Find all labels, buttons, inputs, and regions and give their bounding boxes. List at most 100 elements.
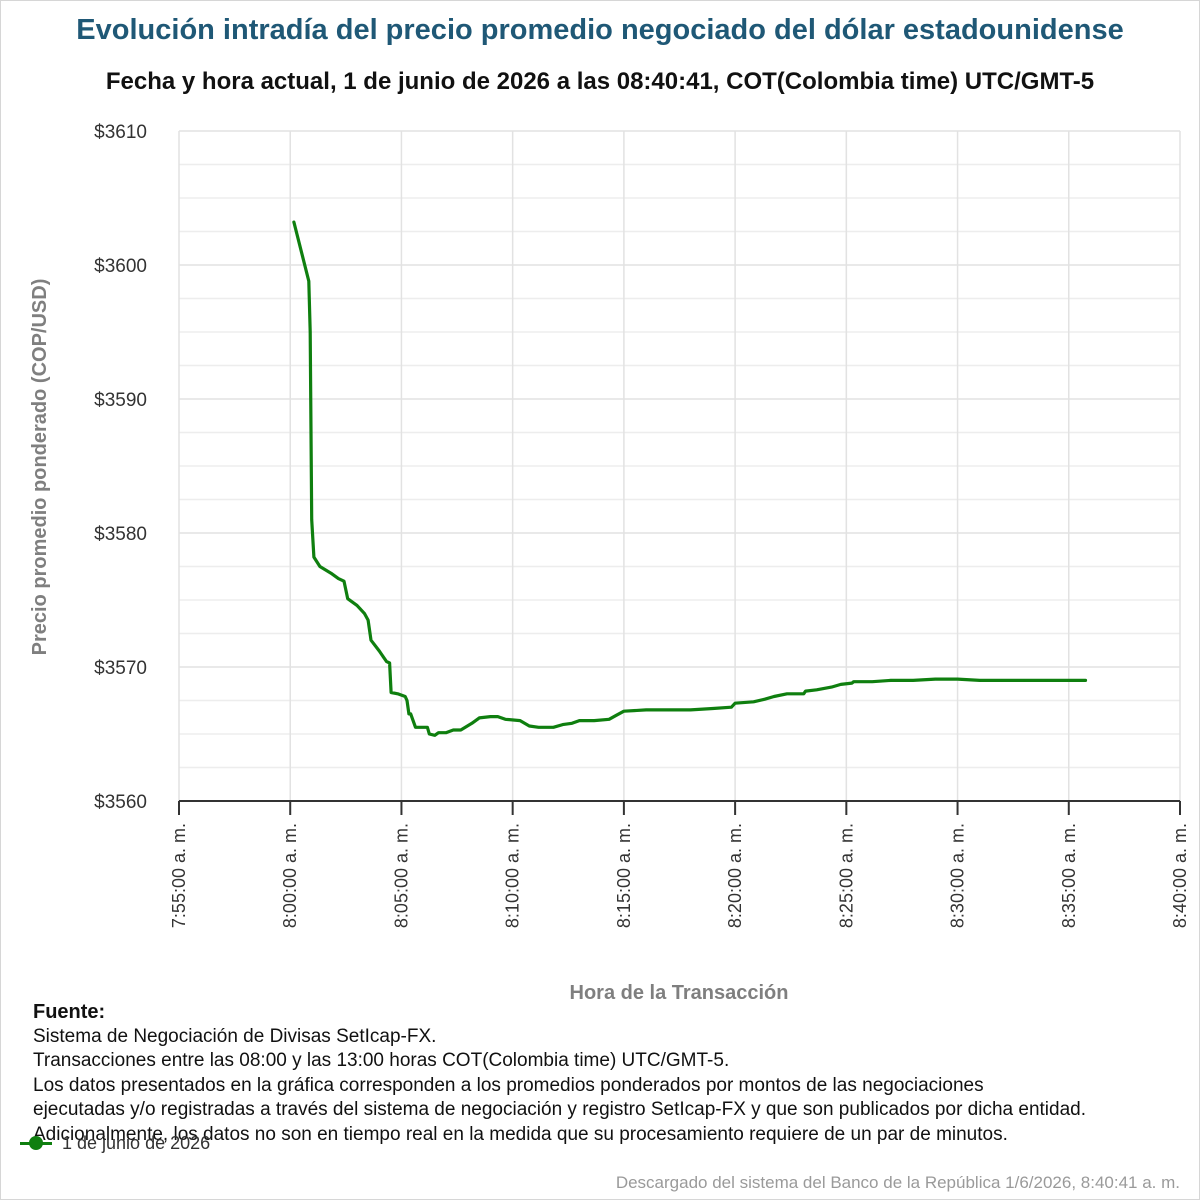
data-point <box>496 715 500 718</box>
axes <box>178 800 1181 815</box>
y-axis-title: Precio promedio ponderado (COP/USD) <box>29 279 51 656</box>
source-line: Los datos presentados en la gráfica corr… <box>33 1074 984 1096</box>
y-tick-labels: $3610 $3600 $3590 $3580 $3570 $3560 <box>94 122 147 813</box>
download-note: Descargado del sistema del Banco de la R… <box>615 1173 1180 1192</box>
data-point <box>428 732 431 736</box>
y-tick-label: $3580 <box>94 524 147 545</box>
data-point <box>978 679 981 682</box>
data-point <box>615 714 618 717</box>
data-point <box>309 330 312 334</box>
data-point <box>763 697 766 701</box>
data-point <box>956 677 959 681</box>
data-point <box>889 679 893 682</box>
data-point <box>785 692 789 695</box>
x-tick-label: 8:15:00 a. m. <box>614 823 634 928</box>
data-point <box>346 597 349 600</box>
data-point <box>342 580 346 583</box>
data-point <box>407 712 411 716</box>
data-point <box>405 699 409 702</box>
data-point <box>1023 679 1026 682</box>
legend[interactable]: 1 de junio de 2026 <box>20 1131 210 1155</box>
data-point <box>561 723 564 726</box>
data-point <box>385 660 388 663</box>
data-point <box>363 612 366 615</box>
data-point <box>452 728 455 732</box>
data-point <box>911 679 915 682</box>
source-line: Transacciones entre las 08:00 y las 13:0… <box>33 1050 730 1071</box>
data-point <box>730 706 733 709</box>
x-axis-title: Hora de la Transacción <box>570 982 789 1000</box>
source-line: ejecutadas y/o registradas a través del … <box>33 1099 1086 1120</box>
y-tick-label: $3600 <box>94 256 147 277</box>
y-tick-label: $3590 <box>94 390 147 411</box>
data-point <box>414 726 417 729</box>
data-point <box>426 726 429 729</box>
x-tick-label: 8:30:00 a. m. <box>948 823 968 928</box>
data-point <box>504 718 507 721</box>
data-point <box>389 691 393 694</box>
data-point <box>444 731 448 734</box>
x-tick-label: 8:25:00 a. m. <box>836 823 856 928</box>
legend-label: 1 de junio de 2026 <box>62 1132 211 1153</box>
data-point <box>570 722 574 725</box>
data-point <box>307 279 310 283</box>
line-chart: $3610 $3600 $3590 $3580 $3570 $3560 7:55:00 a… <box>29 122 1190 1000</box>
x-tick-label: 8:40:00 a. m. <box>1170 823 1190 928</box>
data-point <box>815 688 818 691</box>
data-point <box>804 689 807 693</box>
data-point <box>644 708 648 712</box>
source-heading: Fuente: <box>33 1001 106 1023</box>
data-point <box>852 680 855 683</box>
data-point <box>689 708 692 712</box>
data-point <box>578 719 581 722</box>
x-tick-label: 8:00:00 a. m. <box>280 823 300 928</box>
source-note: Fuente: Sistema de Negociación de Divisa… <box>33 1000 1200 1147</box>
data-point <box>355 604 359 607</box>
data-point <box>850 681 854 685</box>
data-point <box>478 716 481 720</box>
data-point <box>622 710 626 713</box>
data-point <box>388 661 391 665</box>
data-point <box>369 639 373 642</box>
chart-title: Evolución intradía del precio promedio n… <box>76 14 1124 46</box>
data-point <box>802 692 805 695</box>
data-point <box>337 577 340 580</box>
data-point <box>310 518 313 521</box>
x-tick-labels: 7:55:00 a. m. 8:00:00 a. m. 8:05:00 a. m. 8… <box>169 823 1190 928</box>
data-point <box>607 718 611 721</box>
data-point <box>1084 679 1087 682</box>
data-point <box>934 677 937 681</box>
data-point <box>518 719 522 722</box>
data-point <box>839 683 842 686</box>
data-point <box>552 726 555 729</box>
series-layer <box>292 220 1088 737</box>
grid-lines <box>178 130 1181 802</box>
source-line: Adicionalmente, los datos no son en tiem… <box>33 1123 1008 1145</box>
y-tick-label: $3610 <box>94 122 147 143</box>
x-tick-label: 8:20:00 a. m. <box>725 823 745 928</box>
data-point <box>312 555 316 559</box>
data-point <box>830 685 833 689</box>
data-point <box>318 565 322 568</box>
data-point <box>733 701 737 705</box>
y-tick-label: $3560 <box>94 792 147 813</box>
x-tick-label: 8:35:00 a. m. <box>1059 823 1079 928</box>
data-point <box>528 724 531 728</box>
data-point <box>437 731 440 734</box>
x-tick-label: 8:05:00 a. m. <box>391 823 411 928</box>
data-point <box>409 712 412 716</box>
chart-subtitle: Fecha y hora actual, 1 de junio de 2026 … <box>105 68 1095 95</box>
data-point <box>1045 679 1048 682</box>
data-point <box>871 680 874 683</box>
data-point <box>329 572 333 575</box>
data-point <box>366 618 370 622</box>
data-point <box>292 220 296 224</box>
x-tick-label: 8:10:00 a. m. <box>503 823 523 928</box>
data-point <box>378 649 381 653</box>
y-tick-label: $3570 <box>94 658 147 679</box>
data-point <box>403 695 407 698</box>
data-point <box>433 734 437 737</box>
data-point <box>459 728 462 732</box>
data-point <box>489 715 492 718</box>
x-tick-label: 7:55:00 a. m. <box>169 823 189 928</box>
